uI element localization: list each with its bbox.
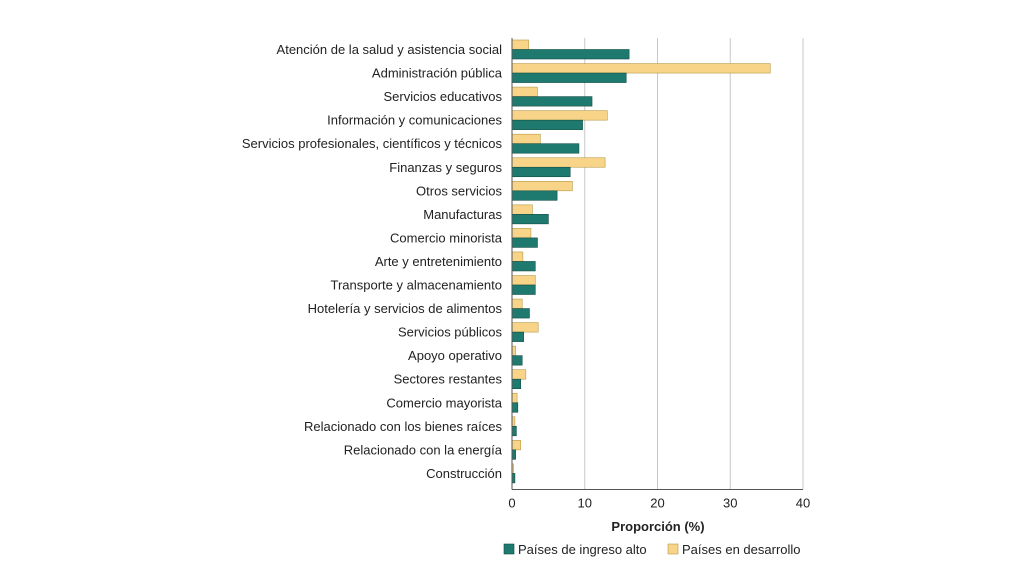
bar-high-income <box>511 331 524 342</box>
bar-high-income <box>511 425 517 437</box>
x-tick-label: 30 <box>723 495 737 510</box>
category-label: Transporte y almacenamiento <box>331 278 503 293</box>
bar-high-income <box>511 449 516 460</box>
category-label: Relacionado con la energía <box>344 442 503 457</box>
bar-developing <box>511 440 522 451</box>
bars <box>511 39 771 484</box>
bar-high-income <box>511 143 580 154</box>
x-tick-labels: 0 10 20 30 40 <box>508 495 810 510</box>
x-axis-title: Proporción (%) <box>611 519 704 534</box>
category-label: Información y comunicaciones <box>327 113 502 128</box>
legend-swatch-developing <box>667 543 679 555</box>
bar-high-income <box>511 166 571 178</box>
category-label: Hotelería y servicios de alimentos <box>308 301 503 316</box>
bar-high-income <box>511 355 523 366</box>
bar-developing <box>511 369 527 380</box>
bar-developing <box>511 39 530 50</box>
x-tick-label: 40 <box>796 495 810 510</box>
bar-high-income <box>511 237 538 248</box>
bar-high-income <box>511 49 630 60</box>
bar-developing <box>511 322 539 333</box>
legend-label-high-income: Países de ingreso alto <box>518 542 647 557</box>
bar-high-income <box>511 402 519 413</box>
legend-label-developing: Países en desarrollo <box>682 542 801 557</box>
bar-developing <box>511 63 771 74</box>
bar-high-income <box>511 308 530 319</box>
category-label: Otros servicios <box>416 183 502 198</box>
category-label: Atención de la salud y asistencia social <box>277 42 503 57</box>
bar-high-income <box>511 96 593 107</box>
bar-developing <box>511 298 523 309</box>
bar-developing <box>511 228 532 239</box>
bar-developing <box>511 181 573 192</box>
category-label: Comercio minorista <box>390 230 503 245</box>
bar-high-income <box>511 190 558 201</box>
category-label: Construcción <box>426 466 502 481</box>
bar-high-income <box>511 214 549 225</box>
category-label: Servicios educativos <box>384 89 503 104</box>
gridlines <box>584 38 804 490</box>
bar-developing <box>511 345 516 356</box>
bar-developing <box>511 392 518 404</box>
bar-developing <box>511 133 541 144</box>
category-label: Administración pública <box>372 66 503 81</box>
x-tick-label: 0 <box>508 495 515 510</box>
category-labels: Atención de la salud y asistencia social… <box>242 42 503 481</box>
bar-developing <box>511 157 606 168</box>
bar-high-income <box>511 72 627 83</box>
category-label: Sectores restantes <box>394 372 503 387</box>
category-label: Relacionado con los bienes raíces <box>304 419 503 434</box>
category-label: Comercio mayorista <box>386 395 502 410</box>
x-axis <box>511 38 803 490</box>
category-label: Servicios profesionales, científicos y t… <box>242 136 503 151</box>
legend-swatch-high-income <box>503 543 515 555</box>
bar-developing <box>511 86 538 97</box>
category-label: Manufacturas <box>423 207 502 222</box>
bar-developing <box>511 251 524 262</box>
category-label: Servicios públicos <box>398 325 503 340</box>
category-label: Apoyo operativo <box>408 348 502 363</box>
bar-developing <box>511 204 533 215</box>
legend: Países de ingreso alto Países en desarro… <box>503 542 801 557</box>
bar-high-income <box>511 378 522 390</box>
x-tick-label: 10 <box>578 495 592 510</box>
bar-high-income <box>511 261 536 272</box>
x-tick-label: 20 <box>650 495 664 510</box>
bar-high-income <box>511 284 536 295</box>
bar-high-income <box>511 119 583 130</box>
bar-developing <box>511 110 608 121</box>
category-label: Arte y entretenimiento <box>375 254 502 269</box>
category-label: Finanzas y seguros <box>389 160 502 175</box>
bar-developing <box>511 275 536 286</box>
